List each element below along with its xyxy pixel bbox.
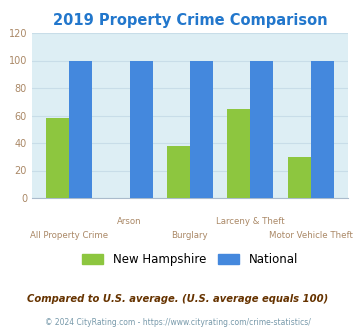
Text: Burglary: Burglary — [171, 231, 208, 240]
Legend: New Hampshire, National: New Hampshire, National — [77, 248, 302, 271]
Text: All Property Crime: All Property Crime — [30, 231, 108, 240]
Title: 2019 Property Crime Comparison: 2019 Property Crime Comparison — [53, 13, 327, 28]
Text: Compared to U.S. average. (U.S. average equals 100): Compared to U.S. average. (U.S. average … — [27, 294, 328, 304]
Text: Motor Vehicle Theft: Motor Vehicle Theft — [269, 231, 353, 240]
Bar — [130, 60, 153, 198]
Text: © 2024 CityRating.com - https://www.cityrating.com/crime-statistics/: © 2024 CityRating.com - https://www.city… — [45, 318, 310, 327]
Bar — [46, 118, 69, 198]
Bar — [227, 109, 250, 198]
Text: Larceny & Theft: Larceny & Theft — [216, 217, 285, 226]
Bar — [167, 146, 190, 198]
Text: Arson: Arson — [117, 217, 142, 226]
Bar — [69, 60, 92, 198]
Bar — [311, 60, 334, 198]
Bar — [190, 60, 213, 198]
Bar — [250, 60, 273, 198]
Bar — [288, 157, 311, 198]
